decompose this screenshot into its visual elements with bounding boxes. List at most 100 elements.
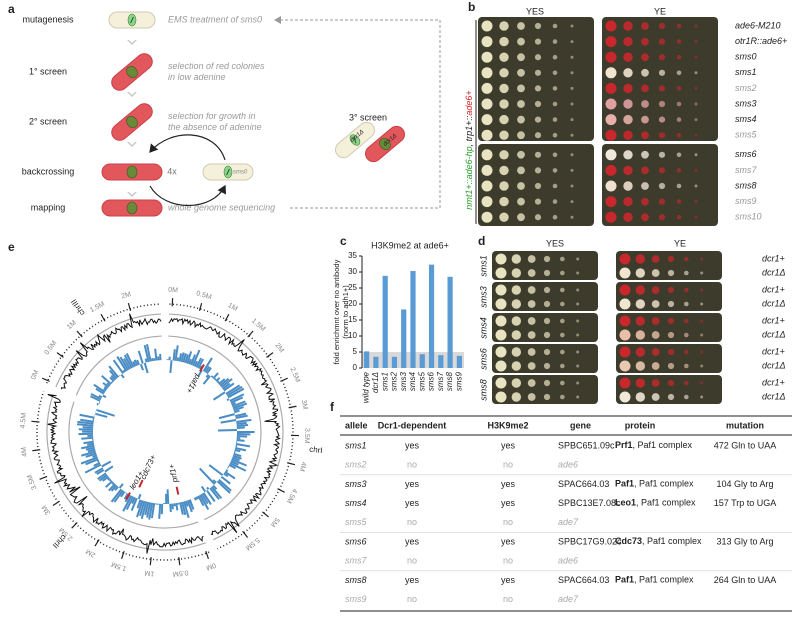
- enrichment-bar: [175, 502, 179, 511]
- strain-label: sms9: [735, 196, 757, 206]
- spot: [560, 301, 565, 307]
- spot: [658, 198, 666, 205]
- enrichment-bar: [219, 377, 230, 387]
- enrichment-bar: [80, 418, 94, 423]
- enrichment-bar: [202, 492, 212, 506]
- spot: [684, 363, 689, 369]
- spot: [641, 68, 649, 77]
- enrichment-bar: [204, 365, 211, 373]
- spot: [543, 255, 551, 263]
- axis-tick: [288, 405, 297, 409]
- spot: [641, 22, 649, 30]
- axis-tick-label: 1M: [144, 569, 155, 577]
- enrichment-bar: [82, 426, 94, 429]
- enrichment-bar: [231, 458, 247, 467]
- enrichment-bar: [133, 359, 139, 366]
- spot: [667, 362, 675, 370]
- enrichment-bar: [236, 424, 249, 427]
- axis-tick-label: 1.5M: [250, 317, 266, 333]
- table-cell: sms6: [345, 536, 367, 546]
- plate: [492, 375, 598, 404]
- chromosome-label: chrIII: [69, 298, 87, 318]
- enrichment-bar: [234, 412, 247, 418]
- bar: [428, 264, 435, 368]
- enrichment-bar: [188, 358, 192, 365]
- table-cell: SPBC17G9.02c: [558, 536, 622, 546]
- enrichment-bar: [236, 435, 248, 438]
- enrichment-bar: [144, 501, 150, 516]
- spot: [517, 197, 525, 206]
- spot: [499, 52, 509, 62]
- enrichment-bar: [90, 393, 102, 400]
- spot: [694, 24, 698, 28]
- enrichment-bar: [226, 398, 230, 402]
- spot: [651, 255, 660, 263]
- enrichment-bar: [110, 374, 117, 381]
- spot: [576, 257, 580, 261]
- spot: [667, 348, 675, 356]
- table-header: H3K9me2: [487, 420, 528, 430]
- spot: [570, 153, 574, 157]
- enrichment-bar: [232, 402, 248, 410]
- enrichment-bar: [120, 374, 125, 379]
- spot: [511, 254, 522, 264]
- spot: [651, 300, 660, 308]
- plate: [616, 344, 722, 373]
- enrichment-bar: [122, 369, 126, 373]
- axis-tick-label: 1M: [227, 302, 239, 313]
- genotype-label: dcr1+: [762, 253, 785, 263]
- enrichment-bar: [104, 465, 114, 473]
- enrichment-bar: [83, 440, 94, 445]
- axis-tick: [277, 488, 285, 493]
- enrichment-bar: [230, 396, 244, 404]
- enrichment-bar: [234, 448, 241, 453]
- spot: [684, 380, 689, 386]
- spot: [635, 361, 646, 371]
- spot: [517, 166, 525, 175]
- spot: [570, 71, 574, 75]
- enrichment-bar: [77, 420, 94, 425]
- enrichment-bar: [96, 402, 99, 406]
- y-tick-label: 25: [348, 283, 357, 292]
- spot: [527, 286, 536, 294]
- axis-tick-label: 2M: [273, 342, 284, 354]
- spot: [676, 117, 682, 122]
- spot: [605, 20, 617, 32]
- protein-detail: , Paf1 complex: [633, 440, 693, 450]
- enrichment-bar: [97, 460, 100, 463]
- spot: [511, 330, 522, 340]
- enrichment-bar: [228, 464, 236, 470]
- axis-tick-label: 3M: [300, 399, 309, 410]
- spot: [619, 329, 631, 341]
- table-cell: no: [407, 556, 417, 566]
- enrichment-bar: [202, 375, 211, 385]
- enrichment-bar: [125, 496, 135, 510]
- spot: [651, 286, 660, 294]
- table-cell: yes: [405, 440, 420, 450]
- genotype-label: dcr1+: [762, 315, 785, 325]
- enrichment-bar: [225, 469, 229, 473]
- spot: [684, 394, 689, 400]
- table-cell: yes: [501, 536, 516, 546]
- spot: [700, 319, 704, 323]
- spot: [534, 69, 542, 76]
- y-axis-label: (norm to adh1+): [341, 285, 350, 339]
- gene-marker: [199, 363, 205, 372]
- axis-tick: [149, 557, 152, 566]
- spot: [499, 83, 509, 94]
- x-tick-label: dcr1Δ: [371, 372, 380, 393]
- spot: [552, 214, 558, 220]
- enrichment-bar: [136, 359, 140, 366]
- spot: [658, 22, 666, 30]
- enrichment-bar: [227, 387, 245, 399]
- spot: [527, 300, 536, 308]
- cell: [101, 199, 163, 217]
- y-axis-label: fold enrichmnt over no antibody: [332, 259, 341, 364]
- table-cell: 157 Trp to UGA: [714, 498, 777, 508]
- spot: [641, 150, 649, 159]
- enrichment-bar: [169, 360, 173, 374]
- medium-label: YE: [674, 238, 686, 248]
- bar: [419, 354, 425, 368]
- spot: [511, 392, 522, 402]
- enrichment-bar: [220, 378, 233, 389]
